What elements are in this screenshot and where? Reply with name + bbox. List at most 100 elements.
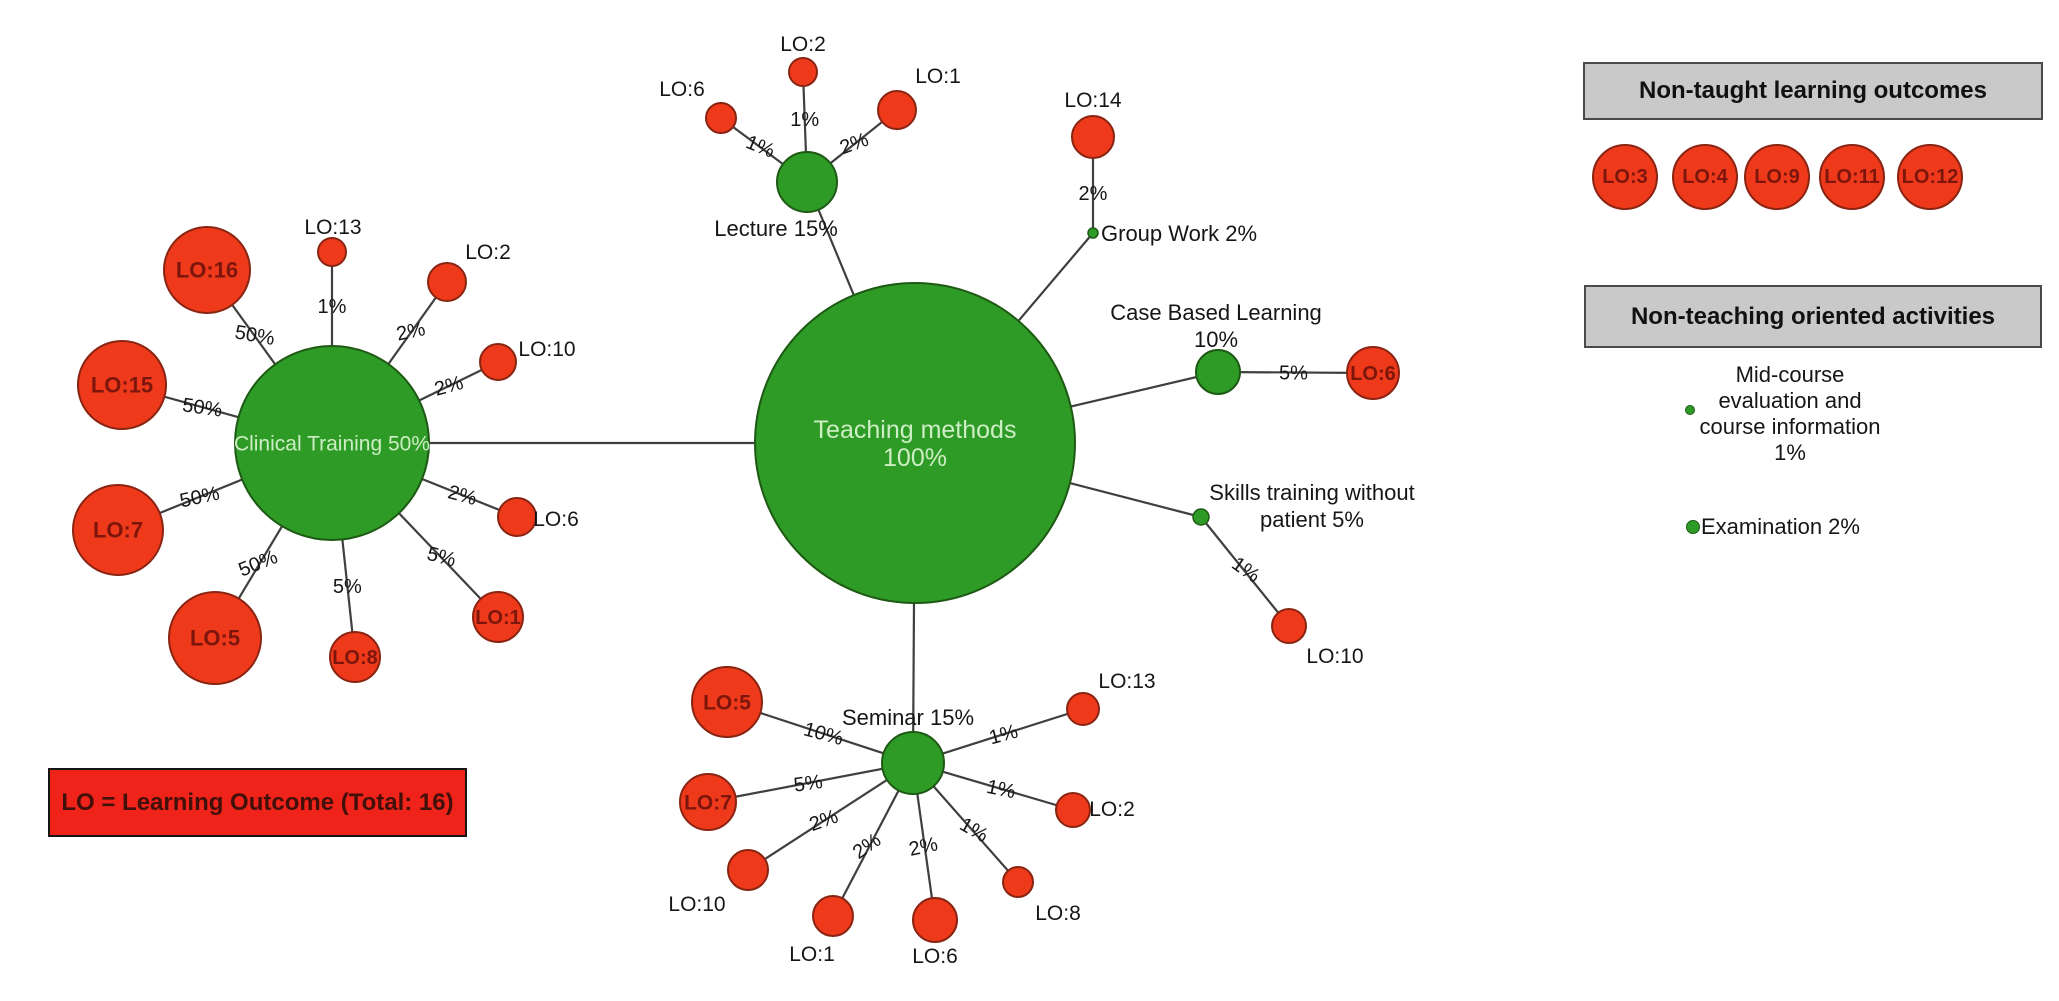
lo-definition-text: LO = Learning Outcome (Total: 16) [61, 788, 454, 816]
node-l_lo6-circle [705, 102, 737, 134]
node-cl_lo10-circle [479, 343, 517, 381]
legend-non-taught-title: Non-taught learning outcomes [1639, 77, 1987, 104]
activity-text-line: Examination 2% [1701, 514, 1860, 539]
node-label-se_lo10: LO:10 [668, 893, 725, 916]
edge-label-lecture-l_lo2: 1% [790, 109, 819, 131]
edge-seminar-se_lo10 [747, 762, 914, 871]
edge-skills-s_lo10 [1200, 516, 1290, 627]
node-skills-circle [1192, 508, 1210, 526]
node-se_lo7-circle [679, 773, 737, 831]
node-label-se_lo6: LO:6 [912, 945, 958, 968]
edge-label-clinical-cl_lo16: 50% [233, 321, 276, 350]
node-label-cl_lo7: LO:7 [93, 518, 143, 543]
activity-dot-0 [1685, 405, 1695, 415]
node-label-cl_lo6: LO:6 [533, 508, 579, 531]
node-label-groupwork: Group Work 2% [1101, 221, 1257, 246]
node-se_lo2-circle [1055, 792, 1091, 828]
node-label-skills-1: patient 5% [1260, 507, 1364, 532]
node-label-c_lo6: LO:6 [1350, 363, 1396, 385]
node-se_lo5-circle [691, 666, 763, 738]
node-cl_lo13-circle [317, 237, 347, 267]
edge-label-seminar-se_lo1: 2% [849, 829, 885, 864]
edge-label-clinical-cl_lo6: 2% [445, 481, 479, 510]
edge-label-seminar-se_lo7: 5% [792, 771, 824, 797]
node-cl_lo15-circle [77, 340, 167, 430]
node-seminar-circle [881, 731, 945, 795]
node-cl_lo7-circle [72, 484, 164, 576]
activity-text-line: 1% [1774, 440, 1806, 465]
node-lecture-circle [776, 151, 838, 213]
node-label-l_lo1: LO:1 [915, 65, 961, 88]
node-label-se_lo13: LO:13 [1098, 670, 1155, 693]
node-label-seminar: Seminar 15% [842, 705, 974, 730]
node-cbl-circle [1195, 349, 1241, 395]
edge-seminar-se_lo7 [707, 761, 914, 804]
node-label-lecture: Lecture 15% [714, 216, 838, 241]
node-groupwork-circle [1087, 227, 1099, 239]
edge-label-clinical-cl_lo15: 50% [181, 394, 224, 421]
node-c_lo6-circle [1346, 346, 1400, 400]
node-label-se_lo8: LO:8 [1035, 902, 1081, 925]
node-label-g_lo14: LO:14 [1064, 89, 1122, 112]
node-label-se_lo5: LO:5 [703, 691, 751, 714]
legend-chip-lo9: LO:9 [1744, 144, 1810, 210]
node-label-se_lo7: LO:7 [684, 791, 732, 814]
node-label-cl_lo8: LO:8 [332, 647, 378, 669]
edge-label-clinical-cl_lo13: 1% [318, 296, 347, 318]
edge-label-seminar-se_lo13: 1% [987, 721, 1021, 750]
node-se_lo8-circle [1002, 866, 1034, 898]
node-label-cl_lo13: LO:13 [304, 216, 361, 239]
node-cl_lo6-circle [497, 497, 537, 537]
node-label-cl_lo16: LO:16 [176, 258, 238, 283]
edge-label-clinical-cl_lo10: 2% [432, 372, 466, 401]
edge-label-clinical-cl_lo5: 50% [235, 546, 281, 581]
edge-label-seminar-se_lo2: 1% [985, 776, 1018, 804]
node-label-cbl-1: 10% [1194, 327, 1238, 352]
node-l_lo2-circle [788, 57, 818, 87]
node-label-cl_lo2: LO:2 [465, 241, 511, 264]
legend-chip-lo12: LO:12 [1897, 144, 1963, 210]
node-se_lo6-circle [912, 897, 958, 943]
activity-text-line: course information [1699, 414, 1881, 439]
node-l_lo1-circle [877, 90, 917, 130]
node-label-cl_lo5: LO:5 [190, 626, 240, 651]
node-label-cl_lo1: LO:1 [475, 607, 521, 629]
node-tm-circle [754, 282, 1076, 604]
node-cl_lo8-circle [329, 631, 381, 683]
edge-label-clinical-cl_lo8: 5% [333, 576, 362, 598]
node-label-tm: Teaching methods [814, 416, 1017, 444]
edge-label-seminar-se_lo6: 2% [907, 833, 940, 861]
node-label-cl_lo10: LO:10 [518, 338, 575, 361]
node-se_lo10-circle [727, 849, 769, 891]
node-label-tm-1: 100% [883, 444, 947, 472]
legend-non-teaching-panel: Non-teaching oriented activities [1584, 285, 2042, 348]
node-se_lo1-circle [812, 895, 854, 937]
activity-text-0: Mid-course evaluation and course informati… [1675, 362, 1905, 466]
node-label-l_lo6: LO:6 [659, 78, 705, 101]
node-label-cbl: Case Based Learning [1110, 300, 1322, 325]
activity-text-line: evaluation and [1718, 388, 1862, 413]
node-cl_lo5-circle [168, 591, 262, 685]
node-label-cl_lo15: LO:15 [91, 373, 153, 398]
node-label-se_lo1: LO:1 [789, 943, 835, 966]
edge-label-seminar-se_lo5: 10% [801, 719, 846, 751]
legend-non-taught-panel: Non-taught learning outcomes [1583, 62, 2043, 120]
node-clinical-circle [234, 345, 430, 541]
activity-text-line: Mid-course [1735, 362, 1845, 387]
node-cl_lo16-circle [163, 226, 251, 314]
node-label-s_lo10: LO:10 [1306, 645, 1363, 668]
edge-label-clinical-cl_lo2: 2% [394, 318, 427, 346]
node-se_lo13-circle [1066, 692, 1100, 726]
node-s_lo10-circle [1271, 608, 1307, 644]
edge-label-lecture-l_lo6: 1% [743, 131, 778, 162]
activity-text-1: Examination 2% [1701, 514, 1860, 540]
node-cl_lo1-circle [472, 591, 524, 643]
edge-label-groupwork-g_lo14: 2% [1079, 183, 1108, 205]
activity-dot-1 [1686, 520, 1700, 534]
legend-non-teaching-title: Non-teaching oriented activities [1630, 302, 1996, 330]
legend-chip-lo4: LO:4 [1672, 144, 1738, 210]
legend-chip-lo11: LO:11 [1819, 144, 1885, 210]
node-label-l_lo2: LO:2 [780, 33, 826, 56]
